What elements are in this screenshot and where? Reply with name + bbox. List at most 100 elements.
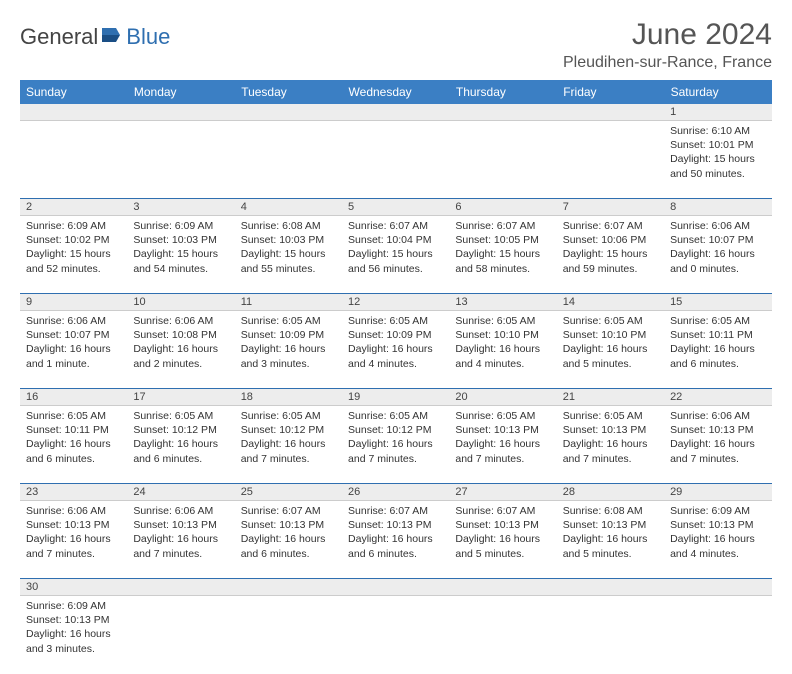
day-header: Saturday <box>664 80 771 104</box>
empty-daynum-cell <box>127 579 234 596</box>
daylight-text-2: and 6 minutes. <box>241 547 336 561</box>
sunrise-text: Sunrise: 6:06 AM <box>26 504 121 518</box>
daylight-text: Daylight: 16 hours <box>670 437 765 451</box>
day-cell: Sunrise: 6:08 AMSunset: 10:03 PMDaylight… <box>235 216 342 294</box>
daylight-text-2: and 1 minute. <box>26 357 121 371</box>
empty-cell <box>127 596 234 674</box>
empty-daynum-cell <box>20 104 127 121</box>
day-cell: Sunrise: 6:07 AMSunset: 10:05 PMDaylight… <box>449 216 556 294</box>
day-cell: Sunrise: 6:05 AMSunset: 10:13 PMDaylight… <box>449 406 556 484</box>
daylight-text-2: and 52 minutes. <box>26 262 121 276</box>
daynum-row: 9101112131415 <box>20 294 772 311</box>
day-cell: Sunrise: 6:05 AMSunset: 10:12 PMDaylight… <box>235 406 342 484</box>
daylight-text-2: and 7 minutes. <box>563 452 658 466</box>
day-header: Sunday <box>20 80 127 104</box>
daylight-text: Daylight: 16 hours <box>670 247 765 261</box>
sunset-text: Sunset: 10:13 PM <box>133 518 228 532</box>
sunrise-text: Sunrise: 6:07 AM <box>455 504 550 518</box>
day-number-cell: 25 <box>235 484 342 501</box>
sunrise-text: Sunrise: 6:05 AM <box>241 409 336 423</box>
day-number-cell: 5 <box>342 199 449 216</box>
day-number-cell: 15 <box>664 294 771 311</box>
sunrise-text: Sunrise: 6:09 AM <box>133 219 228 233</box>
empty-daynum-cell <box>342 579 449 596</box>
day-header-row: SundayMondayTuesdayWednesdayThursdayFrid… <box>20 80 772 104</box>
daylight-text-2: and 5 minutes. <box>455 547 550 561</box>
sunrise-text: Sunrise: 6:05 AM <box>133 409 228 423</box>
day-cell: Sunrise: 6:07 AMSunset: 10:13 PMDaylight… <box>235 501 342 579</box>
day-number-cell: 6 <box>449 199 556 216</box>
day-cell: Sunrise: 6:06 AMSunset: 10:07 PMDaylight… <box>20 311 127 389</box>
sunrise-text: Sunrise: 6:09 AM <box>26 219 121 233</box>
daynum-row: 16171819202122 <box>20 389 772 406</box>
day-cell: Sunrise: 6:05 AMSunset: 10:10 PMDaylight… <box>449 311 556 389</box>
empty-cell <box>342 596 449 674</box>
daylight-text: Daylight: 16 hours <box>241 342 336 356</box>
day-content: Sunrise: 6:09 AMSunset: 10:13 PMDaylight… <box>664 501 771 567</box>
day-number-cell: 1 <box>664 104 771 121</box>
sunset-text: Sunset: 10:07 PM <box>26 328 121 342</box>
empty-daynum-cell <box>235 579 342 596</box>
sunrise-text: Sunrise: 6:05 AM <box>455 314 550 328</box>
day-cell: Sunrise: 6:05 AMSunset: 10:12 PMDaylight… <box>342 406 449 484</box>
daylight-text-2: and 6 minutes. <box>348 547 443 561</box>
day-content: Sunrise: 6:07 AMSunset: 10:05 PMDaylight… <box>449 216 556 282</box>
sunset-text: Sunset: 10:13 PM <box>26 518 121 532</box>
daylight-text: Daylight: 16 hours <box>133 532 228 546</box>
sunrise-text: Sunrise: 6:09 AM <box>26 599 121 613</box>
sunrise-text: Sunrise: 6:07 AM <box>241 504 336 518</box>
day-cell: Sunrise: 6:07 AMSunset: 10:06 PMDaylight… <box>557 216 664 294</box>
daynum-row: 2345678 <box>20 199 772 216</box>
sunset-text: Sunset: 10:12 PM <box>241 423 336 437</box>
empty-cell <box>449 121 556 199</box>
week-row: Sunrise: 6:09 AMSunset: 10:02 PMDaylight… <box>20 216 772 294</box>
empty-daynum-cell <box>235 104 342 121</box>
empty-daynum-cell <box>449 104 556 121</box>
day-cell: Sunrise: 6:09 AMSunset: 10:13 PMDaylight… <box>20 596 127 674</box>
sunset-text: Sunset: 10:07 PM <box>670 233 765 247</box>
day-header: Wednesday <box>342 80 449 104</box>
daylight-text: Daylight: 16 hours <box>455 532 550 546</box>
empty-cell <box>342 121 449 199</box>
sunrise-text: Sunrise: 6:05 AM <box>670 314 765 328</box>
day-number-cell: 20 <box>449 389 556 406</box>
empty-cell <box>235 121 342 199</box>
day-number-cell: 14 <box>557 294 664 311</box>
calendar-head: SundayMondayTuesdayWednesdayThursdayFrid… <box>20 80 772 104</box>
empty-daynum-cell <box>664 579 771 596</box>
day-cell: Sunrise: 6:06 AMSunset: 10:08 PMDaylight… <box>127 311 234 389</box>
day-number-cell: 27 <box>449 484 556 501</box>
sunrise-text: Sunrise: 6:09 AM <box>670 504 765 518</box>
empty-daynum-cell <box>127 104 234 121</box>
day-number-cell: 3 <box>127 199 234 216</box>
daylight-text: Daylight: 16 hours <box>133 437 228 451</box>
daylight-text-2: and 3 minutes. <box>26 642 121 656</box>
day-content: Sunrise: 6:05 AMSunset: 10:11 PMDaylight… <box>20 406 127 472</box>
empty-cell <box>557 596 664 674</box>
day-header: Tuesday <box>235 80 342 104</box>
sunrise-text: Sunrise: 6:07 AM <box>455 219 550 233</box>
daylight-text: Daylight: 15 hours <box>241 247 336 261</box>
day-header: Thursday <box>449 80 556 104</box>
week-row: Sunrise: 6:05 AMSunset: 10:11 PMDaylight… <box>20 406 772 484</box>
day-number-cell: 9 <box>20 294 127 311</box>
day-cell: Sunrise: 6:10 AMSunset: 10:01 PMDaylight… <box>664 121 771 199</box>
day-content: Sunrise: 6:08 AMSunset: 10:03 PMDaylight… <box>235 216 342 282</box>
sunrise-text: Sunrise: 6:06 AM <box>670 219 765 233</box>
day-content: Sunrise: 6:07 AMSunset: 10:06 PMDaylight… <box>557 216 664 282</box>
day-cell: Sunrise: 6:07 AMSunset: 10:13 PMDaylight… <box>449 501 556 579</box>
empty-daynum-cell <box>449 579 556 596</box>
daylight-text: Daylight: 15 hours <box>455 247 550 261</box>
day-content: Sunrise: 6:07 AMSunset: 10:13 PMDaylight… <box>449 501 556 567</box>
day-number-cell: 18 <box>235 389 342 406</box>
daylight-text: Daylight: 16 hours <box>26 437 121 451</box>
sunset-text: Sunset: 10:13 PM <box>26 613 121 627</box>
day-cell: Sunrise: 6:06 AMSunset: 10:13 PMDaylight… <box>127 501 234 579</box>
empty-cell <box>664 596 771 674</box>
daylight-text-2: and 59 minutes. <box>563 262 658 276</box>
day-cell: Sunrise: 6:09 AMSunset: 10:02 PMDaylight… <box>20 216 127 294</box>
day-number-cell: 10 <box>127 294 234 311</box>
sunrise-text: Sunrise: 6:07 AM <box>563 219 658 233</box>
sunset-text: Sunset: 10:11 PM <box>26 423 121 437</box>
sunset-text: Sunset: 10:06 PM <box>563 233 658 247</box>
